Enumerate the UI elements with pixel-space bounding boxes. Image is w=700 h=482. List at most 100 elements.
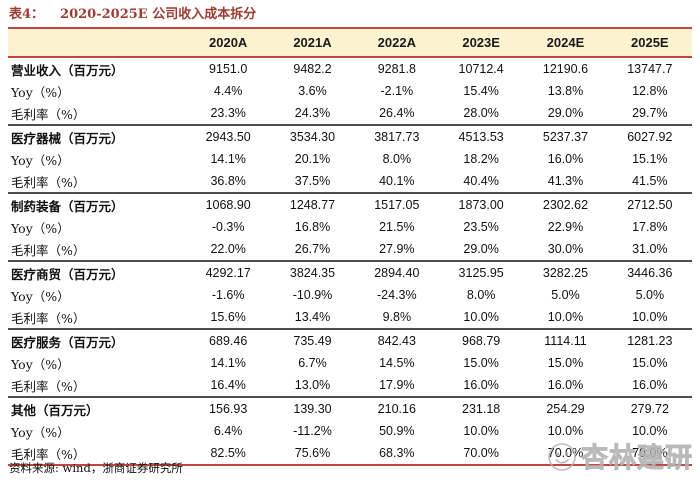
cell-value: 4513.53 [438,124,524,148]
cell-value: 23.5% [463,220,499,234]
row-label: Yoy（%） [11,84,70,100]
row-label: 毛利率（%） [11,310,86,326]
cell-value: 13.4% [294,310,331,324]
cell-value: 10712.4 [458,62,504,76]
row-label: Yoy（%） [11,424,70,440]
row-label: Yoy（%） [11,220,70,236]
table-row: 毛利率（%） 36.8% 37.5% 40.1% 40.4% 41.3% 41.5% [8,170,692,193]
cell-value: 26.4% [379,106,415,120]
cell-value: 75.6% [270,442,355,466]
cell-value: 26.7% [294,242,331,256]
cell-value: 12190.6 [542,62,589,76]
cell-value: 12.8% [632,84,668,98]
row-label: Yoy（%） [11,152,70,168]
cell-value: 82.5% [186,442,271,466]
cell-value: 254.29 [523,396,608,420]
cell-value: 3534.30 [270,124,355,148]
cell-value: 16.0% [547,378,584,392]
table-row: 毛利率（%） 82.5% 75.6% 68.3% 70.0% 70.0% 70.0% [8,442,692,466]
cell-value: 10.0% [632,424,668,438]
cell-value: -24.3% [377,288,417,302]
cell-value: 31.0% [632,242,668,256]
table-row: 医疗商贸（百万元） 4292.17 3824.35 2894.40 3125.95 328… [8,260,692,284]
cell-value: 29.0% [463,242,499,256]
table-row: Yoy（%） 14.1% 20.1% 8.0% 18.2% 16.0% 15.1% [8,148,692,170]
cell-value: 15.6% [210,310,246,324]
cell-value: 6.4% [213,424,243,438]
row-label: Yoy（%） [11,356,70,372]
year-column-header: 2023E [438,27,524,58]
row-label: 医疗器械（百万元） [8,124,186,148]
cell-value: 210.16 [354,396,439,420]
row-label: Yoy（%） [11,288,70,304]
cell-value: 1517.05 [354,192,439,216]
cell-value: 22.9% [547,220,584,234]
cell-value: 5.0% [635,288,665,302]
table-row: Yoy（%） -1.6% -10.9% -24.3% 8.0% 5.0% 5.0% [8,284,692,306]
cell-value: 3817.73 [354,124,439,148]
cell-value: 15.0% [547,356,584,370]
cell-value: 1873.00 [438,192,524,216]
cell-value: 6027.92 [607,124,692,148]
cell-value: 8.0% [382,152,412,166]
cell-value: 3824.35 [270,260,355,284]
table-row: 毛利率（%） 15.6% 13.4% 9.8% 10.0% 10.0% 10.0% [8,306,692,329]
cell-value: 9151.0 [209,62,248,76]
cell-value: 3446.36 [607,260,692,284]
cell-value: 41.5% [632,174,668,188]
cell-value: 10.0% [632,310,668,324]
row-label: 医疗服务（百万元） [8,328,186,352]
cell-value: 9281.8 [377,62,416,76]
year-column-header: 2025E [607,27,692,58]
row-label: 毛利率（%） [11,106,86,122]
cell-value: 18.2% [463,152,499,166]
year-column-header: 2020A [186,27,271,58]
cell-value: 5237.37 [523,124,608,148]
cell-value: 842.43 [354,328,439,352]
cell-value: 15.0% [463,356,499,370]
table-row: 医疗服务（百万元） 689.46 735.49 842.43 968.79 1114.11… [8,328,692,352]
cell-value: 15.1% [632,152,668,166]
cell-value: 5.0% [551,288,580,302]
cell-value: 1248.77 [270,192,355,216]
cell-value: 3125.95 [438,260,524,284]
row-label: 制药装备（百万元） [8,192,186,216]
cell-value: 231.18 [438,396,524,420]
table-row: Yoy（%） -0.3% 16.8% 21.5% 23.5% 22.9% 17.8% [8,216,692,238]
cell-value: 689.46 [186,328,271,352]
cell-value: 1068.90 [186,192,271,216]
cell-value: 2943.50 [186,124,271,148]
cell-value: 68.3% [354,442,439,466]
cell-value: 23.3% [210,106,246,120]
cell-value: 1281.23 [607,328,692,352]
table-row: Yoy（%） 6.4% -11.2% 50.9% 10.0% 10.0% 10.0% [8,420,692,442]
cell-value: 17.8% [632,220,668,234]
cell-value: -11.2% [293,424,332,438]
table-row: 营业收入（百万元） 9151.0 9482.2 9281.8 10712.4 12190.… [8,57,692,80]
cell-value: 156.93 [186,396,271,420]
table-row: 制药装备（百万元） 1068.90 1248.77 1517.05 1873.00 230… [8,192,692,216]
cell-value: 16.0% [463,378,499,392]
table-row: Yoy（%） 14.1% 6.7% 14.5% 15.0% 15.0% 15.0% [8,352,692,374]
cell-value: 2894.40 [354,260,439,284]
cell-value: 139.30 [270,396,355,420]
cell-value: 37.5% [294,174,331,188]
cell-value: 29.7% [632,106,668,120]
cell-value: 13.0% [294,378,331,392]
cell-value: 40.4% [463,174,499,188]
cell-value: 16.8% [294,220,331,234]
cell-value: 30.0% [547,242,584,256]
cell-value: 9.8% [382,310,412,324]
table-row: 毛利率（%） 23.3% 24.3% 26.4% 28.0% 29.0% 29.7% [8,102,692,125]
cell-value: 70.0% [438,442,524,466]
source-note: 资料来源: wind，浙商证券研究所 [9,461,183,475]
table-row: 其他（百万元） 156.93 139.30 210.16 231.18 254.29 279… [8,396,692,420]
cell-value: 21.5% [379,220,415,234]
cell-value: 15.0% [632,356,668,370]
cell-value: 968.79 [438,328,524,352]
cell-value: 50.9% [379,424,415,438]
cell-value: 16.4% [210,378,246,392]
table-body: 营业收入（百万元） 9151.0 9482.2 9281.8 10712.4 12190.… [8,57,692,466]
cell-value: 1114.11 [523,328,608,352]
row-label: 医疗商贸（百万元） [8,260,186,284]
